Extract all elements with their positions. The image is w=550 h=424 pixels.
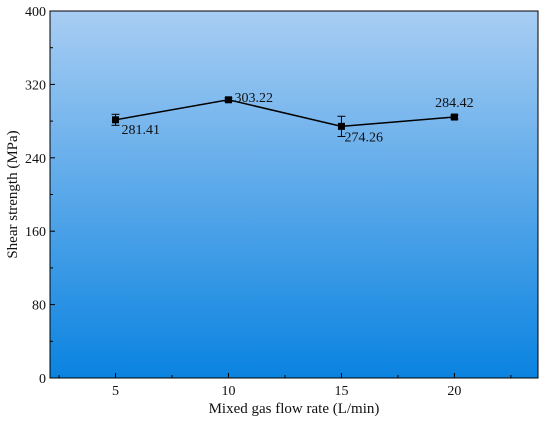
x-tick-label: 5 [112,384,119,399]
y-tick-label: 0 [39,372,46,387]
data-point [112,116,120,124]
plot-area [50,11,538,378]
data-point [337,122,345,130]
x-tick-label: 20 [447,384,461,399]
data-label: 281.41 [122,123,161,138]
data-label: 284.42 [435,96,474,111]
data-point [450,113,458,121]
data-point [224,96,232,104]
y-axis-title: Shear strength (MPa) [5,130,21,258]
y-tick-label: 160 [25,225,46,240]
y-tick-label: 80 [32,299,46,314]
x-tick-label: 10 [221,384,235,399]
x-axis-title: Mixed gas flow rate (L/min) [209,401,380,417]
series-line [115,99,455,128]
y-tick-label: 240 [25,152,46,167]
x-tick-label: 15 [334,384,348,399]
y-tick-label: 320 [25,78,46,93]
data-series: 281.41 303.22 274.26 284.42 [111,91,474,145]
y-tick-label: 400 [25,5,46,20]
plot-frame [49,10,539,379]
data-label: 274.26 [344,130,383,145]
data-label: 303.22 [234,91,273,106]
